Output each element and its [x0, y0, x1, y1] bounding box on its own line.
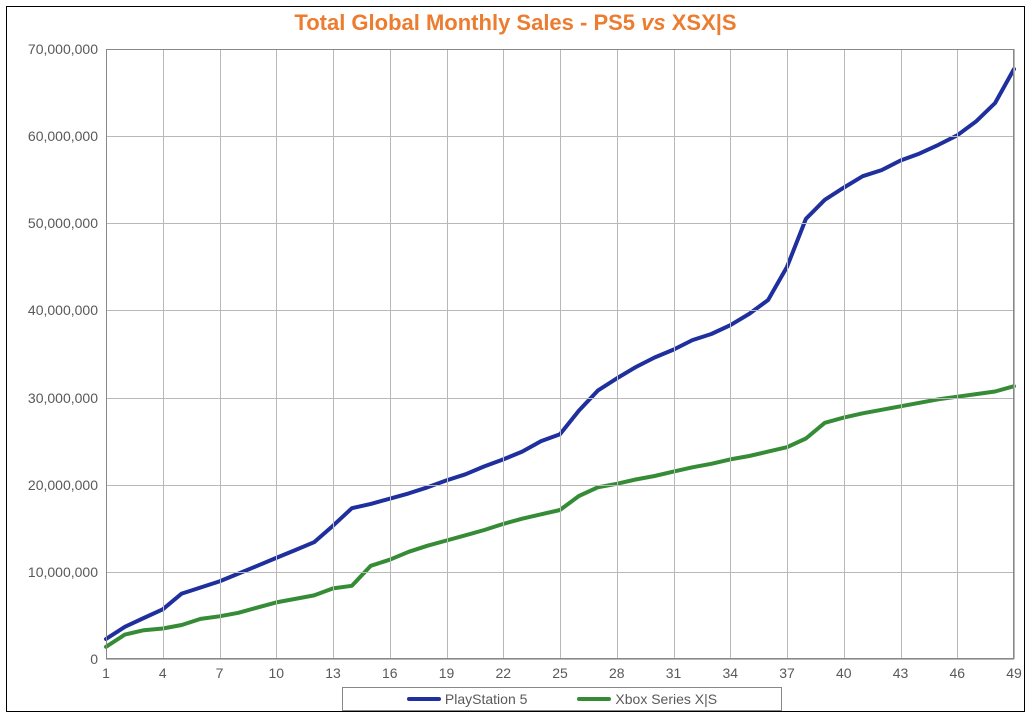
- y-tick-label: 30,000,000: [28, 390, 98, 406]
- gridline-vertical: [503, 49, 504, 659]
- x-tick-label: 34: [722, 665, 738, 681]
- legend-label: PlayStation 5: [445, 691, 528, 707]
- legend-swatch: [577, 697, 611, 701]
- plot-area: [106, 49, 1014, 659]
- y-axis-labels: 010,000,00020,000,00030,000,00040,000,00…: [7, 49, 98, 659]
- x-tick-label: 1: [102, 665, 110, 681]
- legend-item: Xbox Series X|S: [577, 691, 717, 707]
- x-tick-label: 31: [666, 665, 682, 681]
- gridline-vertical: [901, 49, 902, 659]
- title-prefix: Total Global Monthly Sales - PS5: [294, 10, 641, 35]
- gridline-horizontal: [106, 659, 1014, 660]
- gridline-vertical: [333, 49, 334, 659]
- legend-swatch: [407, 697, 441, 701]
- y-tick-label: 20,000,000: [28, 477, 98, 493]
- x-tick-label: 4: [159, 665, 167, 681]
- gridline-vertical: [674, 49, 675, 659]
- y-tick-label: 60,000,000: [28, 128, 98, 144]
- legend-label: Xbox Series X|S: [615, 691, 717, 707]
- x-tick-label: 22: [495, 665, 511, 681]
- x-tick-label: 43: [893, 665, 909, 681]
- y-tick-label: 70,000,000: [28, 41, 98, 57]
- title-vs: vs: [641, 10, 665, 35]
- x-tick-label: 46: [949, 665, 965, 681]
- legend-item: PlayStation 5: [407, 691, 528, 707]
- title-suffix: XSX|S: [666, 10, 737, 35]
- chart-frame: Total Global Monthly Sales - PS5 vs XSX|…: [6, 6, 1025, 712]
- gridline-vertical: [787, 49, 788, 659]
- y-tick-label: 10,000,000: [28, 564, 98, 580]
- gridline-vertical: [106, 49, 107, 659]
- chart-title: Total Global Monthly Sales - PS5 vs XSX|…: [7, 10, 1024, 36]
- gridline-vertical: [617, 49, 618, 659]
- x-tick-label: 13: [325, 665, 341, 681]
- gridline-vertical: [730, 49, 731, 659]
- x-tick-label: 10: [268, 665, 284, 681]
- gridline-vertical: [844, 49, 845, 659]
- x-tick-label: 28: [609, 665, 625, 681]
- x-tick-label: 25: [552, 665, 568, 681]
- gridline-vertical: [447, 49, 448, 659]
- y-tick-label: 0: [90, 651, 98, 667]
- x-tick-label: 40: [836, 665, 852, 681]
- x-tick-label: 49: [1006, 665, 1022, 681]
- gridline-vertical: [390, 49, 391, 659]
- x-tick-label: 7: [216, 665, 224, 681]
- gridline-vertical: [163, 49, 164, 659]
- gridline-vertical: [276, 49, 277, 659]
- x-tick-label: 19: [439, 665, 455, 681]
- y-tick-label: 40,000,000: [28, 302, 98, 318]
- x-tick-label: 16: [382, 665, 398, 681]
- gridline-vertical: [560, 49, 561, 659]
- x-axis-labels: 1471013161922252831343740434649: [106, 665, 1014, 685]
- x-tick-label: 37: [779, 665, 795, 681]
- gridline-vertical: [957, 49, 958, 659]
- gridline-vertical: [1014, 49, 1015, 659]
- gridline-vertical: [220, 49, 221, 659]
- y-tick-label: 50,000,000: [28, 215, 98, 231]
- legend: PlayStation 5 Xbox Series X|S: [342, 687, 782, 711]
